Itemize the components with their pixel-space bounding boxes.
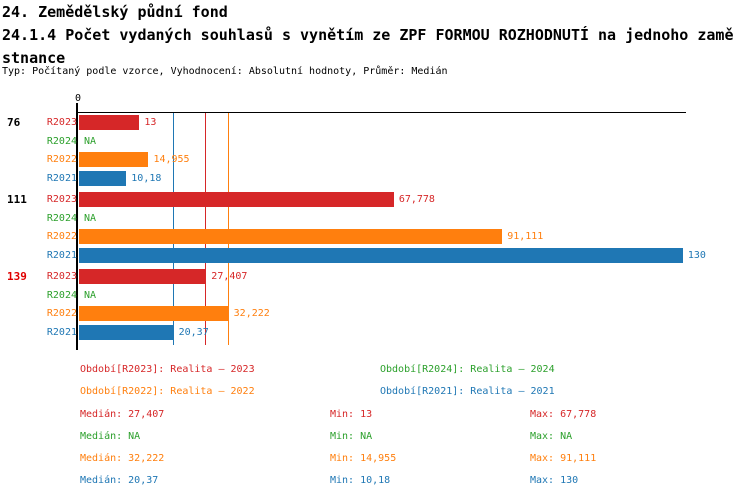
- report-subtitle: 24.1.4 Počet vydaných souhlasů s vynětím…: [2, 26, 734, 44]
- bar-value-label: 13: [144, 117, 157, 128]
- legend-item: Období[R2024]: Realita – 2024: [380, 364, 555, 375]
- stat-min: Min: NA: [330, 431, 373, 442]
- stat-max: Max: 91,111: [530, 453, 597, 464]
- stat-median: Medián: 32,222: [80, 453, 165, 464]
- row-label-R2024: R2024: [46, 289, 77, 301]
- axis-line-x: [78, 112, 686, 113]
- bar-value-label: 67,778: [398, 194, 435, 205]
- axis-zero-label: 0: [74, 93, 82, 104]
- stat-median: Medián: NA: [80, 431, 141, 442]
- stat-max: Max: 67,778: [530, 409, 597, 420]
- bar-value-label: 130: [687, 249, 706, 261]
- group-label: 139: [7, 270, 27, 283]
- report-title: 24. Zemědělský půdní fond: [2, 3, 228, 21]
- stat-min: Min: 13: [330, 409, 373, 420]
- stat-max: Max: 130: [530, 475, 579, 486]
- row-label-R2021: R2021: [46, 326, 77, 338]
- row-label-R2024: R2024: [46, 135, 77, 147]
- bar-R2021: [79, 247, 683, 263]
- row-label-R2021: R2021: [46, 172, 77, 184]
- row-label-R2023: R2023: [46, 271, 77, 282]
- stat-min: Min: 10,18: [330, 475, 391, 486]
- bar-R2023: [79, 115, 140, 130]
- row-label-R2022: R2022: [46, 308, 77, 319]
- stat-median: Medián: 20,37: [80, 475, 159, 486]
- bar-value-label: 91,111: [507, 231, 544, 242]
- legend-item: Období[R2021]: Realita – 2021: [380, 386, 555, 397]
- bar-R2022: [79, 229, 503, 244]
- row-label-R2021: R2021: [46, 249, 77, 261]
- bar-value-label: 32,222: [233, 308, 270, 319]
- row-label-R2023: R2023: [46, 117, 77, 128]
- bar-value-label: 27,407: [211, 271, 248, 282]
- bar-R2023: [79, 192, 394, 207]
- bar-value-label: 10,18: [131, 172, 162, 184]
- row-label-R2022: R2022: [46, 154, 77, 165]
- stat-median: Medián: 27,407: [80, 409, 165, 420]
- row-label-R2023: R2023: [46, 194, 77, 205]
- axis-line-y: [76, 103, 78, 350]
- legend-item: Období[R2023]: Realita – 2023: [80, 364, 255, 375]
- bar-R2023: [79, 269, 207, 284]
- stat-min: Min: 14,955: [330, 453, 397, 464]
- report-meta: Typ: Počítaný podle vzorce, Vyhodnocení:…: [2, 66, 448, 77]
- na-label: NA: [84, 135, 97, 147]
- group-label: 76: [7, 116, 21, 129]
- bar-R2022: [79, 152, 149, 167]
- report-subtitle-wrap: stnance: [2, 49, 66, 67]
- stat-max: Max: NA: [530, 431, 573, 442]
- na-label: NA: [84, 212, 97, 224]
- bar-R2021: [79, 170, 127, 186]
- row-label-R2022: R2022: [46, 231, 77, 242]
- bar-R2022: [79, 306, 229, 321]
- bar-R2021: [79, 324, 174, 340]
- na-label: NA: [84, 289, 97, 301]
- legend-item: Období[R2022]: Realita – 2022: [80, 386, 255, 397]
- bar-value-label: 20,37: [178, 326, 209, 338]
- group-label: 111: [7, 193, 27, 206]
- row-label-R2024: R2024: [46, 212, 77, 224]
- bar-value-label: 14,955: [153, 154, 190, 165]
